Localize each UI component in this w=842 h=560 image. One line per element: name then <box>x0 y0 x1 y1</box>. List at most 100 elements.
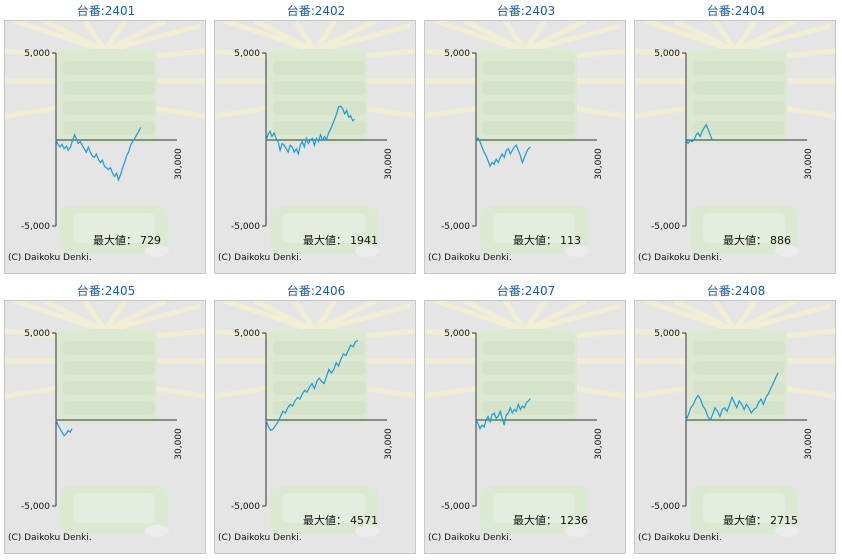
max-value-label: 最大値： 729 <box>93 232 161 248</box>
y-tick-label-bottom: -5,000 <box>21 502 50 512</box>
y-tick-label-bottom: -5,000 <box>21 222 50 232</box>
series-line <box>265 339 359 432</box>
x-tick-label: 30,000 <box>804 428 814 460</box>
line-chart: 5,000 -5,000 30,000 <box>651 329 814 512</box>
x-tick-label: 30,000 <box>384 428 394 460</box>
max-value-label: 最大値： 4571 <box>303 512 378 528</box>
x-tick-label: 30,000 <box>174 428 184 460</box>
max-label-text: 最大値： <box>723 514 767 527</box>
copyright-text: (C) Daikoku Denki. <box>638 533 722 543</box>
chart-title[interactable]: 台番:2401 <box>76 4 136 18</box>
x-tick-label: 30,000 <box>804 148 814 180</box>
max-value-label: 最大値： 886 <box>723 232 791 248</box>
y-tick-label-top: 5,000 <box>654 329 680 339</box>
y-tick-label-top: 5,000 <box>234 329 260 339</box>
slot-machine-background-image <box>215 21 415 257</box>
machine-chart-card: 台番:2404 <box>631 0 841 280</box>
chart-panel: 5,000 -5,000 30,000 最大値： 4571 (C) Daikoku… <box>214 300 416 554</box>
line-chart: 5,000 -5,000 30,000 <box>651 49 814 232</box>
y-tick-label-bottom: -5,000 <box>651 222 680 232</box>
slot-machine-background-image <box>635 21 835 257</box>
max-label-text: 最大値： <box>723 234 767 247</box>
y-tick-label-bottom: -5,000 <box>231 222 260 232</box>
slot-machine-background-image <box>5 301 205 537</box>
x-tick-label: 30,000 <box>594 428 604 460</box>
chart-title[interactable]: 台番:2402 <box>286 4 346 18</box>
chart-title[interactable]: 台番:2406 <box>286 284 346 298</box>
line-chart: 5,000 -5,000 30,000 <box>441 49 604 232</box>
max-label-text: 最大値： <box>93 234 137 247</box>
line-chart: 5,000 -5,000 30,000 <box>231 49 394 232</box>
chart-panel: 5,000 -5,000 30,000 最大値： 2715 (C) Daikoku… <box>634 300 836 554</box>
copyright-text: (C) Daikoku Denki. <box>218 533 302 543</box>
max-value-label: 最大値： 1941 <box>303 232 378 248</box>
series-line <box>55 127 142 182</box>
machine-chart-card: 台番:2401 <box>1 0 211 280</box>
max-value: 886 <box>770 234 791 247</box>
y-tick-label-bottom: -5,000 <box>231 502 260 512</box>
machine-chart-card: 台番:2408 <box>631 280 841 560</box>
chart-title[interactable]: 台番:2403 <box>496 4 556 18</box>
chart-title[interactable]: 台番:2408 <box>706 284 766 298</box>
y-tick-label-top: 5,000 <box>24 329 50 339</box>
copyright-text: (C) Daikoku Denki. <box>8 253 92 263</box>
y-tick-label-bottom: -5,000 <box>441 502 470 512</box>
chart-panel: 5,000 -5,000 30,000 最大値： 1941 (C) Daikoku… <box>214 20 416 274</box>
copyright-text: (C) Daikoku Denki. <box>8 533 92 543</box>
copyright-text: (C) Daikoku Denki. <box>218 253 302 263</box>
chart-panel: 5,000 -5,000 30,000 最大値： 113 (C) Daikoku … <box>424 20 626 274</box>
max-label-text: 最大値： <box>513 514 557 527</box>
x-tick-label: 30,000 <box>384 148 394 180</box>
line-chart: 5,000 -5,000 30,000 <box>441 329 604 512</box>
chart-panel: 5,000 -5,000 30,000 最大値： 1236 (C) Daikoku… <box>424 300 626 554</box>
max-value: 729 <box>140 234 161 247</box>
max-value: 113 <box>560 234 581 247</box>
copyright-text: (C) Daikoku Denki. <box>428 253 512 263</box>
chart-title[interactable]: 台番:2404 <box>706 4 766 18</box>
machine-chart-card: 台番:2406 <box>211 280 421 560</box>
line-chart: 5,000 -5,000 30,000 <box>21 49 184 232</box>
y-tick-label-bottom: -5,000 <box>651 502 680 512</box>
machine-chart-card: 台番:2403 <box>421 0 631 280</box>
max-value: 1941 <box>350 234 378 247</box>
max-value-label: 最大値： 1236 <box>513 512 588 528</box>
x-tick-label: 30,000 <box>594 148 604 180</box>
y-tick-label-top: 5,000 <box>24 49 50 59</box>
machine-chart-card: 台番:2405 <box>1 280 211 560</box>
max-label-text: 最大値： <box>303 514 347 527</box>
slot-machine-background-image <box>215 301 415 537</box>
chart-title[interactable]: 台番:2405 <box>76 284 136 298</box>
max-value: 1236 <box>560 514 588 527</box>
x-tick-label: 30,000 <box>174 148 184 180</box>
chart-panel: 5,000 -5,000 30,000 最大値： (C) Daikoku Den… <box>4 300 206 554</box>
slot-machine-background-image <box>635 301 835 537</box>
series-line <box>475 137 531 168</box>
machine-chart-card: 台番:2407 <box>421 280 631 560</box>
slot-machine-background-image <box>5 21 205 257</box>
max-label-text: 最大値： <box>513 234 557 247</box>
max-value-label: 最大値： 2715 <box>723 512 798 528</box>
series-line <box>685 123 713 145</box>
series-line <box>685 372 779 422</box>
series-line <box>475 398 531 431</box>
max-label-text: 最大値： <box>303 234 347 247</box>
line-chart: 5,000 -5,000 30,000 <box>21 329 184 512</box>
copyright-text: (C) Daikoku Denki. <box>428 533 512 543</box>
max-value: 2715 <box>770 514 798 527</box>
slot-machine-background-image <box>425 301 625 537</box>
slot-machine-background-image <box>425 21 625 257</box>
chart-panel: 5,000 -5,000 30,000 最大値： 729 (C) Daikoku … <box>4 20 206 274</box>
y-tick-label-bottom: -5,000 <box>441 222 470 232</box>
line-chart: 5,000 -5,000 30,000 <box>231 329 394 512</box>
chart-title[interactable]: 台番:2407 <box>496 284 556 298</box>
y-tick-label-top: 5,000 <box>654 49 680 59</box>
series-line <box>55 419 73 437</box>
chart-panel: 5,000 -5,000 30,000 最大値： 886 (C) Daikoku … <box>634 20 836 274</box>
max-value-label: 最大値： 113 <box>513 232 581 248</box>
max-value: 4571 <box>350 514 378 527</box>
copyright-text: (C) Daikoku Denki. <box>638 253 722 263</box>
series-line <box>265 105 356 156</box>
y-tick-label-top: 5,000 <box>234 49 260 59</box>
y-tick-label-top: 5,000 <box>444 329 470 339</box>
machine-chart-card: 台番:2402 <box>211 0 421 280</box>
